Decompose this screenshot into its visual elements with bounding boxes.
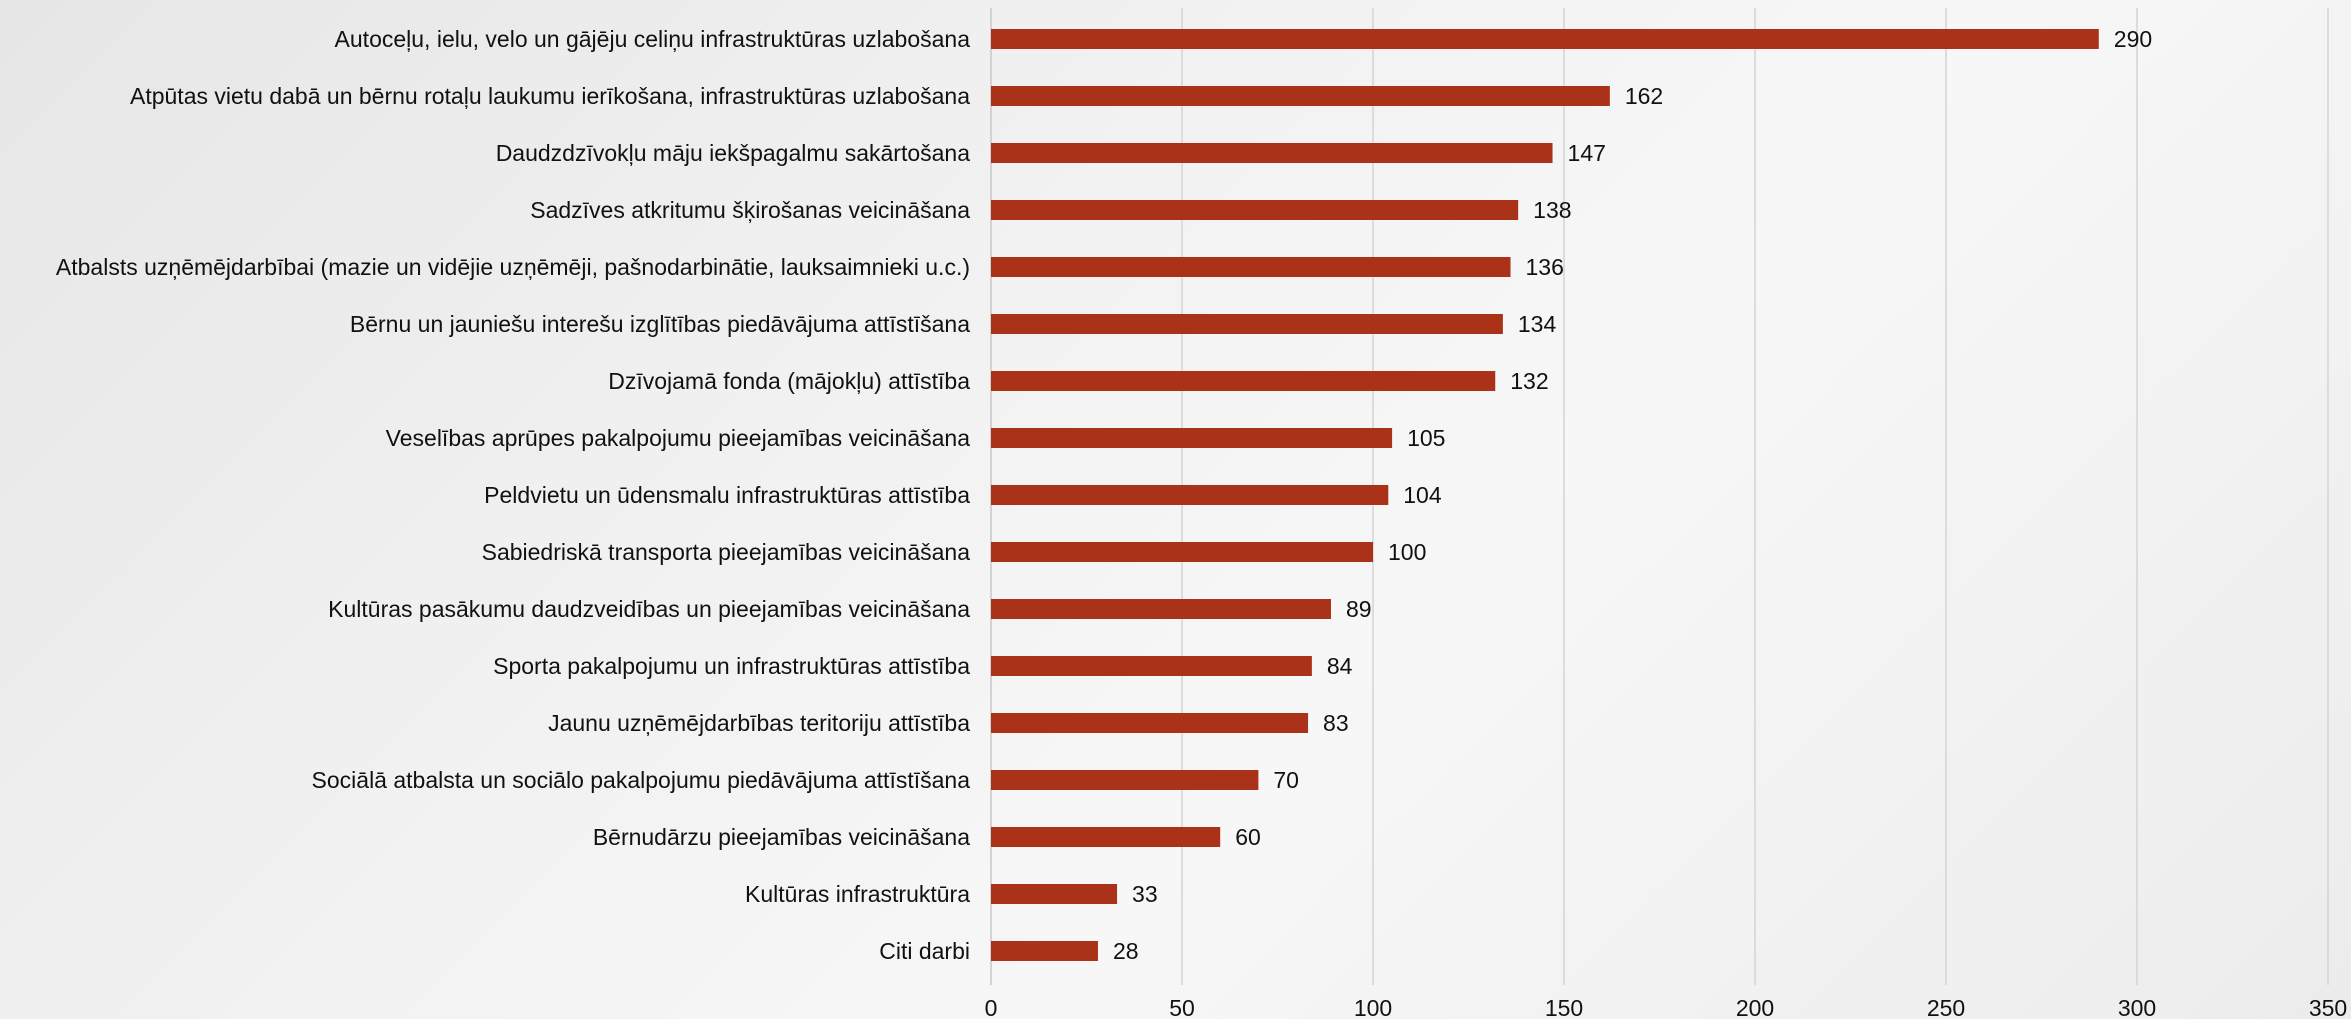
x-tick-label: 50 [1169,995,1195,1019]
x-tick-label: 350 [2309,995,2347,1019]
bar [991,884,1118,904]
bar [991,371,1496,391]
data-label: 84 [1327,653,1353,679]
bar [991,485,1389,505]
category-label: Jaunu uzņēmējdarbības teritoriju attīstī… [548,710,970,736]
x-tick-label: 250 [1927,995,1965,1019]
data-label: 134 [1518,311,1557,337]
bar [991,656,1312,676]
bar [991,200,1519,220]
bar [991,827,1221,847]
bar [991,770,1259,790]
data-label: 105 [1407,425,1445,451]
data-label: 147 [1568,140,1606,166]
category-label: Sporta pakalpojumu un infrastruktūras at… [493,653,970,679]
data-label: 28 [1113,938,1139,964]
bar [991,143,1553,163]
bar [991,941,1098,961]
category-label: Bērnu un jauniešu interešu izglītības pi… [350,311,970,337]
data-label: 136 [1526,254,1564,280]
x-tick-label: 300 [2118,995,2156,1019]
category-label: Daudzdzīvokļu māju iekšpagalmu sakārtoša… [496,140,971,166]
data-label: 100 [1388,539,1426,565]
bar [991,86,1610,106]
x-tick-label: 200 [1736,995,1774,1019]
category-label: Veselības aprūpes pakalpojumu pieejamība… [386,425,971,451]
data-label: 290 [2114,26,2152,52]
bar [991,542,1373,562]
data-label: 89 [1346,596,1372,622]
category-label: Autoceļu, ielu, velo un gājēju celiņu in… [335,26,971,52]
category-label: Atbalsts uzņēmējdarbībai (mazie un vidēj… [56,254,970,280]
category-label: Atpūtas vietu dabā un bērnu rotaļu lauku… [130,83,970,109]
bar [991,428,1393,448]
bar [991,257,1511,277]
bar [991,599,1331,619]
data-label: 138 [1533,197,1571,223]
x-tick-label: 0 [985,995,998,1019]
category-label: Dzīvojamā fonda (mājokļu) attīstība [608,368,970,394]
category-label: Bērnudārzu pieejamības veicināšana [593,824,970,850]
value-labels: 290 162 147 138 136 134 132 105 104 100 89 84 83 70 60… [1113,26,2152,964]
data-label: 83 [1323,710,1349,736]
category-labels: Autoceļu, ielu, velo un gājēju celiņu in… [56,26,970,964]
category-label: Kultūras infrastruktūra [745,881,970,907]
category-label: Sabiedriskā transporta pieejamības veici… [482,539,971,565]
data-label: 60 [1235,824,1261,850]
category-label: Kultūras pasākumu daudzveidības un pieej… [328,596,970,622]
category-label: Sadzīves atkritumu šķirošanas veicināšan… [530,197,970,223]
x-tick-label: 100 [1354,995,1392,1019]
x-axis-ticks: 0 50 100 150 200 250 300 350 [985,995,2348,1019]
data-label: 70 [1273,767,1299,793]
data-label: 33 [1132,881,1158,907]
category-label: Peldvietu un ūdensmalu infrastruktūras a… [484,482,970,508]
bar [991,29,2099,49]
x-tick-label: 150 [1545,995,1583,1019]
data-label: 162 [1625,83,1663,109]
data-label: 132 [1510,368,1548,394]
bars [991,29,2099,961]
data-label: 104 [1403,482,1442,508]
category-label: Citi darbi [879,938,970,964]
category-label: Sociālā atbalsta un sociālo pakalpojumu … [312,767,971,793]
bar [991,713,1309,733]
bar [991,314,1503,334]
